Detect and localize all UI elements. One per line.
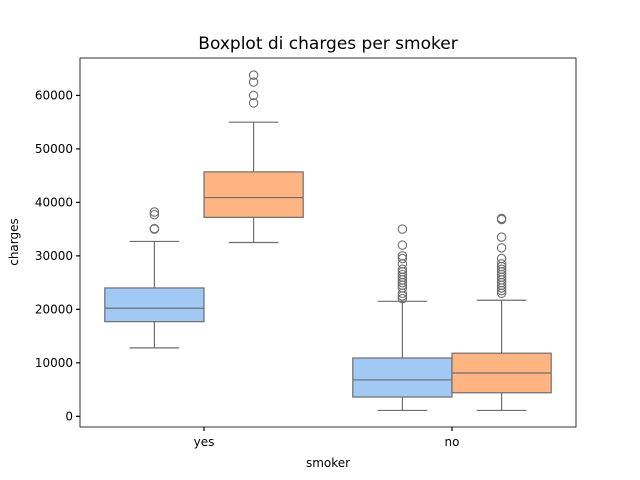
y-axis-label: charges <box>7 218 21 266</box>
outlier-point <box>397 224 408 234</box>
outlier-point <box>248 70 259 80</box>
plot-area: 0 10000 20000 30000 40000 50000 60000 yes no <box>35 70 552 449</box>
outlier-point <box>397 251 408 261</box>
outlier-point <box>248 77 259 87</box>
x-axis-label: smoker <box>306 456 350 470</box>
outlier-point <box>496 213 507 224</box>
y-tick-label: 30000 <box>35 249 73 263</box>
outlier-point <box>496 232 507 242</box>
outlier-point <box>397 269 408 280</box>
y-tick-label: 40000 <box>35 195 73 209</box>
outlier-point <box>397 293 408 304</box>
x-tick-label: no <box>445 435 460 449</box>
box-iqr <box>352 357 453 398</box>
y-tick-label: 0 <box>65 409 73 423</box>
outlier-point <box>397 264 408 274</box>
box-iqr <box>104 287 205 323</box>
outlier-point <box>248 90 259 101</box>
chart-title: Boxplot di charges per smoker <box>198 34 457 54</box>
y-tick-label: 50000 <box>35 142 73 156</box>
y-tick-label: 60000 <box>35 88 73 102</box>
outlier-point <box>149 207 160 217</box>
y-tick-label: 10000 <box>35 356 73 370</box>
outlier-point <box>149 223 160 234</box>
outlier-point <box>248 98 259 108</box>
plot-frame <box>79 57 577 428</box>
outlier-point <box>397 253 408 264</box>
box-iqr <box>203 171 304 218</box>
outlier-point <box>496 259 507 269</box>
outlier-point <box>496 243 507 253</box>
x-tick-label: yes <box>194 435 215 449</box>
outlier-point <box>397 240 408 250</box>
y-tick-label: 20000 <box>35 302 73 316</box>
outlier-point <box>149 209 160 220</box>
outlier-point <box>496 253 507 264</box>
outlier-point <box>496 264 507 274</box>
